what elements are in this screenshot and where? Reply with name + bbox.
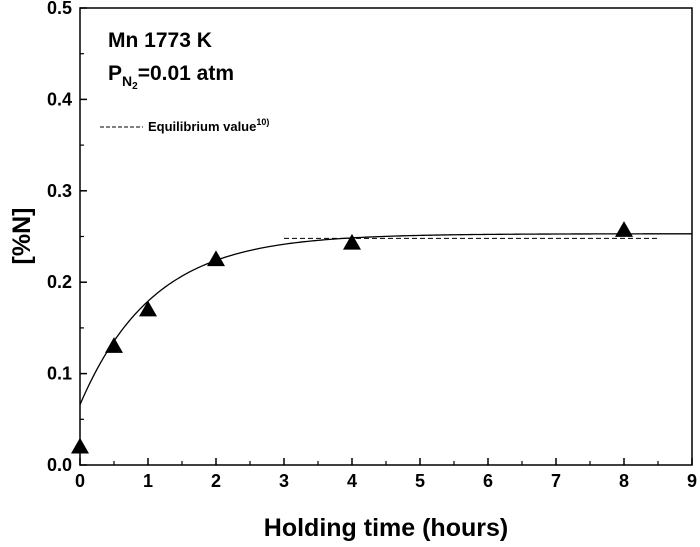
x-tick-label: 9 xyxy=(687,471,697,491)
pressure-subscript-2: 2 xyxy=(132,81,138,92)
x-tick-label: 7 xyxy=(551,471,561,491)
x-axis-tick-labels: 0 1 2 3 4 5 6 7 8 9 xyxy=(75,471,697,491)
x-axis-title: Holding time (hours) xyxy=(264,514,508,542)
x-axis-ticks xyxy=(79,458,693,465)
y-tick-label: 0.0 xyxy=(47,455,72,475)
data-point-triangle xyxy=(105,337,123,353)
fit-curve xyxy=(79,233,692,405)
y-tick-label: 0.1 xyxy=(47,364,72,384)
y-axis-title: [%N] xyxy=(8,208,36,265)
x-tick-label: 2 xyxy=(211,471,221,491)
x-tick-label: 1 xyxy=(143,471,153,491)
x-tick-label: 3 xyxy=(279,471,289,491)
pressure-subscript-n: N xyxy=(122,73,132,89)
y-tick-label: 0.2 xyxy=(47,272,72,292)
x-tick-label: 8 xyxy=(619,471,629,491)
y-axis-tick-labels: 0.0 0.1 0.2 0.3 0.4 0.5 xyxy=(47,0,72,475)
y-axis-ticks xyxy=(80,7,87,466)
pressure-value: =0.01 atm xyxy=(138,62,234,85)
y-tick-label: 0.3 xyxy=(47,181,72,201)
legend-equilibrium-text: Equilibrium value xyxy=(148,119,256,134)
data-point-triangle xyxy=(615,221,633,237)
x-tick-label: 0 xyxy=(75,471,85,491)
data-point-triangle xyxy=(139,300,157,317)
data-point-triangle xyxy=(207,250,225,267)
pressure-symbol: P xyxy=(108,62,122,85)
data-point-triangle xyxy=(343,233,361,250)
x-tick-label: 4 xyxy=(347,471,357,491)
legend-reference-superscript: 10) xyxy=(256,117,269,127)
x-tick-label: 6 xyxy=(483,471,493,491)
data-point-triangle xyxy=(71,437,89,454)
data-markers xyxy=(71,221,633,454)
condition-label-line1: Mn 1773 K xyxy=(108,29,212,52)
y-tick-label: 0.5 xyxy=(47,0,72,18)
condition-label-line2: PN2=0.01 atm xyxy=(108,62,234,92)
x-tick-label: 5 xyxy=(415,471,425,491)
legend-equilibrium-label: Equilibrium value10) xyxy=(148,117,269,134)
y-tick-label: 0.4 xyxy=(47,89,72,109)
